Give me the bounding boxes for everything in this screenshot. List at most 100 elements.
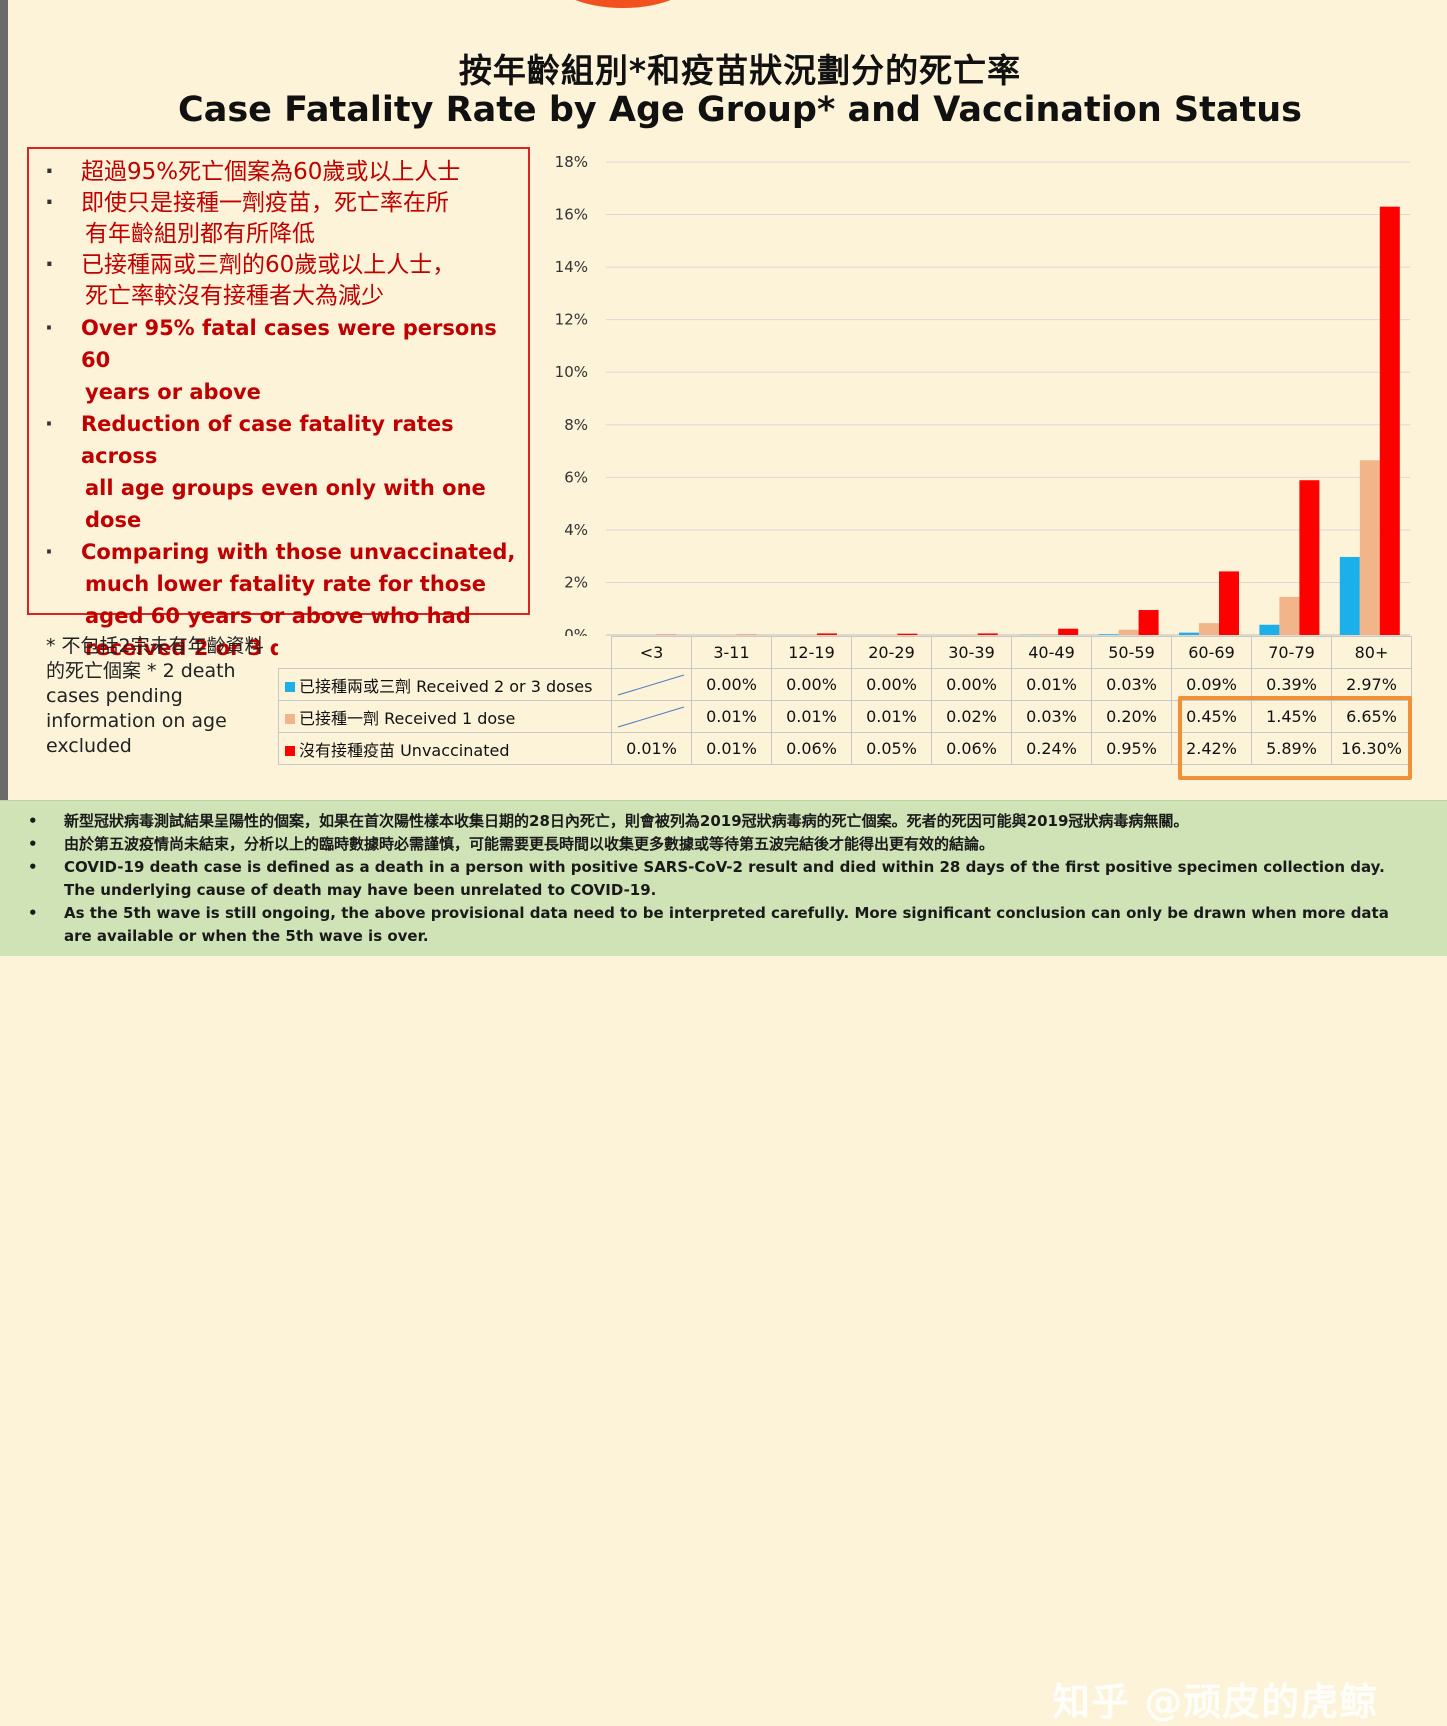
y-tick-label: 10% [555,363,588,381]
y-tick-label: 2% [564,573,588,591]
bar [1058,629,1078,635]
y-tick-label: 12% [555,311,588,329]
bar [958,634,978,635]
data-label: 0.20% [1092,701,1172,733]
finding-line: dose [81,504,520,536]
finding-line: Over 95% fatal cases were persons 60 [81,312,520,376]
finding-line: 有年齡組別都有所降低 [81,219,520,250]
x-tick-label: 80+ [1332,637,1412,669]
key-findings-list: 超過95%死亡個案為60歲或以上人士即使只是接種一劑疫苗，死亡率在所有年齡組別都… [45,157,520,664]
highlight-box-60plus [1178,696,1412,780]
bar [1340,557,1360,635]
watermark: 知乎 @顽皮的虎鲸 [1052,1671,1378,1726]
legend-label: 已接種一劑 Received 1 dose [299,709,515,728]
legend-label: 已接種兩或三劑 Received 2 or 3 doses [299,677,592,696]
data-label: 0.00% [932,669,1012,701]
empty-cell [612,701,692,733]
x-tick-label: 20-29 [852,637,932,669]
bar [1279,597,1299,635]
x-tick-label: 3-11 [692,637,772,669]
bar [897,634,917,635]
bar [1380,207,1400,635]
finding-item: 超過95%死亡個案為60歲或以上人士 [45,157,520,188]
legend-entry: 已接種一劑 Received 1 dose [279,701,612,733]
data-label: 0.01% [1012,669,1092,701]
legend-entry: 已接種兩或三劑 Received 2 or 3 doses [279,669,612,701]
data-label: 0.05% [852,733,932,765]
data-label: 0.00% [852,669,932,701]
data-label: 0.01% [692,733,772,765]
key-findings-box: 超過95%死亡個案為60歲或以上人士即使只是接種一劑疫苗，死亡率在所有年齡組別都… [27,147,530,615]
legend-label: 沒有接種疫苗 Unvaccinated [299,741,509,760]
title-chinese: 按年齡組別*和疫苗狀況劃分的死亡率 [0,44,1447,92]
y-tick-label: 16% [555,206,588,224]
finding-line: 死亡率較沒有接種者大為減少 [81,281,520,312]
finding-line: years or above [81,376,520,408]
x-tick-label: 40-49 [1012,637,1092,669]
finding-item: 已接種兩或三劑的60歲或以上人士，死亡率較沒有接種者大為減少 [45,250,520,312]
bar [1360,460,1380,635]
finding-item: Over 95% fatal cases were persons 60year… [45,312,520,408]
data-label: 0.01% [692,701,772,733]
notes-panel: 新型冠狀病毒測試結果呈陽性的個案，如果在首次陽性樣本收集日期的28日內死亡，則會… [0,800,1447,956]
data-label: 0.03% [1092,669,1172,701]
bar [1259,625,1279,635]
data-label: 0.03% [1012,701,1092,733]
note-item: As the 5th wave is still ongoing, the ab… [0,902,1447,948]
y-tick-label: 18% [555,153,588,171]
finding-item: Reduction of case fatality rates acrossa… [45,408,520,536]
note-item: COVID-19 death case is defined as a deat… [0,856,1447,902]
note-item: 由於第五波疫情尚未結束，分析以上的臨時數據時必需謹慎，可能需要更長時間以收集更多… [0,833,1447,856]
x-tick-label: 50-59 [1092,637,1172,669]
finding-line: 已接種兩或三劑的60歲或以上人士， [81,250,520,281]
y-tick-label: 14% [555,258,588,276]
y-tick-label: 6% [564,468,588,486]
bar [1099,634,1119,635]
footnote: * 不包括2宗未有年齡資料的死亡個案 * 2 death cases pendi… [46,634,271,759]
bar [817,633,837,635]
bar [1199,623,1219,635]
x-tick-label: 30-39 [932,637,1012,669]
note-item: 新型冠狀病毒測試結果呈陽性的個案，如果在首次陽性樣本收集日期的28日內死亡，則會… [0,810,1447,833]
data-label: 0.06% [932,733,1012,765]
y-tick-label: 8% [564,416,588,434]
bar [978,633,998,635]
data-label: 0.00% [772,669,852,701]
data-label: 0.01% [852,701,932,733]
finding-line: all age groups even only with one [81,472,520,504]
legend-entry: 沒有接種疫苗 Unvaccinated [279,733,612,765]
bar [1038,634,1058,635]
finding-line: much lower fatality rate for those [81,568,520,600]
table-corner [279,637,612,669]
data-label: 0.02% [932,701,1012,733]
finding-line: Reduction of case fatality rates across [81,408,520,472]
title-english: Case Fatality Rate by Age Group* and Vac… [0,90,1447,130]
data-label: 0.00% [692,669,772,701]
empty-cell [612,669,692,701]
legend-swatch [285,746,295,756]
x-tick-label: 70-79 [1252,637,1332,669]
finding-line: 即使只是接種一劑疫苗，死亡率在所 [81,188,520,219]
bar [1119,630,1139,635]
bar [1299,480,1319,635]
data-label: 0.95% [1092,733,1172,765]
finding-line: aged 60 years or above who had [81,600,520,632]
y-tick-label: 4% [564,521,588,539]
bar-chart: 0%2%4%6%8%10%12%14%16%18% [540,148,1420,648]
data-label: 0.01% [772,701,852,733]
legend-swatch [285,682,295,692]
notes-list: 新型冠狀病毒測試結果呈陽性的個案，如果在首次陽性樣本收集日期的28日內死亡，則會… [0,801,1447,948]
legend-swatch [285,714,295,724]
data-label: 0.01% [612,733,692,765]
x-tick-label: 60-69 [1172,637,1252,669]
finding-line: 超過95%死亡個案為60歲或以上人士 [81,157,520,188]
x-tick-label: 12-19 [772,637,852,669]
bar [1179,633,1199,635]
x-tick-label: <3 [612,637,692,669]
data-label: 0.06% [772,733,852,765]
finding-line: Comparing with those unvaccinated, [81,536,520,568]
top-decoration [548,0,698,8]
bar [1219,571,1239,635]
bar [1139,610,1159,635]
